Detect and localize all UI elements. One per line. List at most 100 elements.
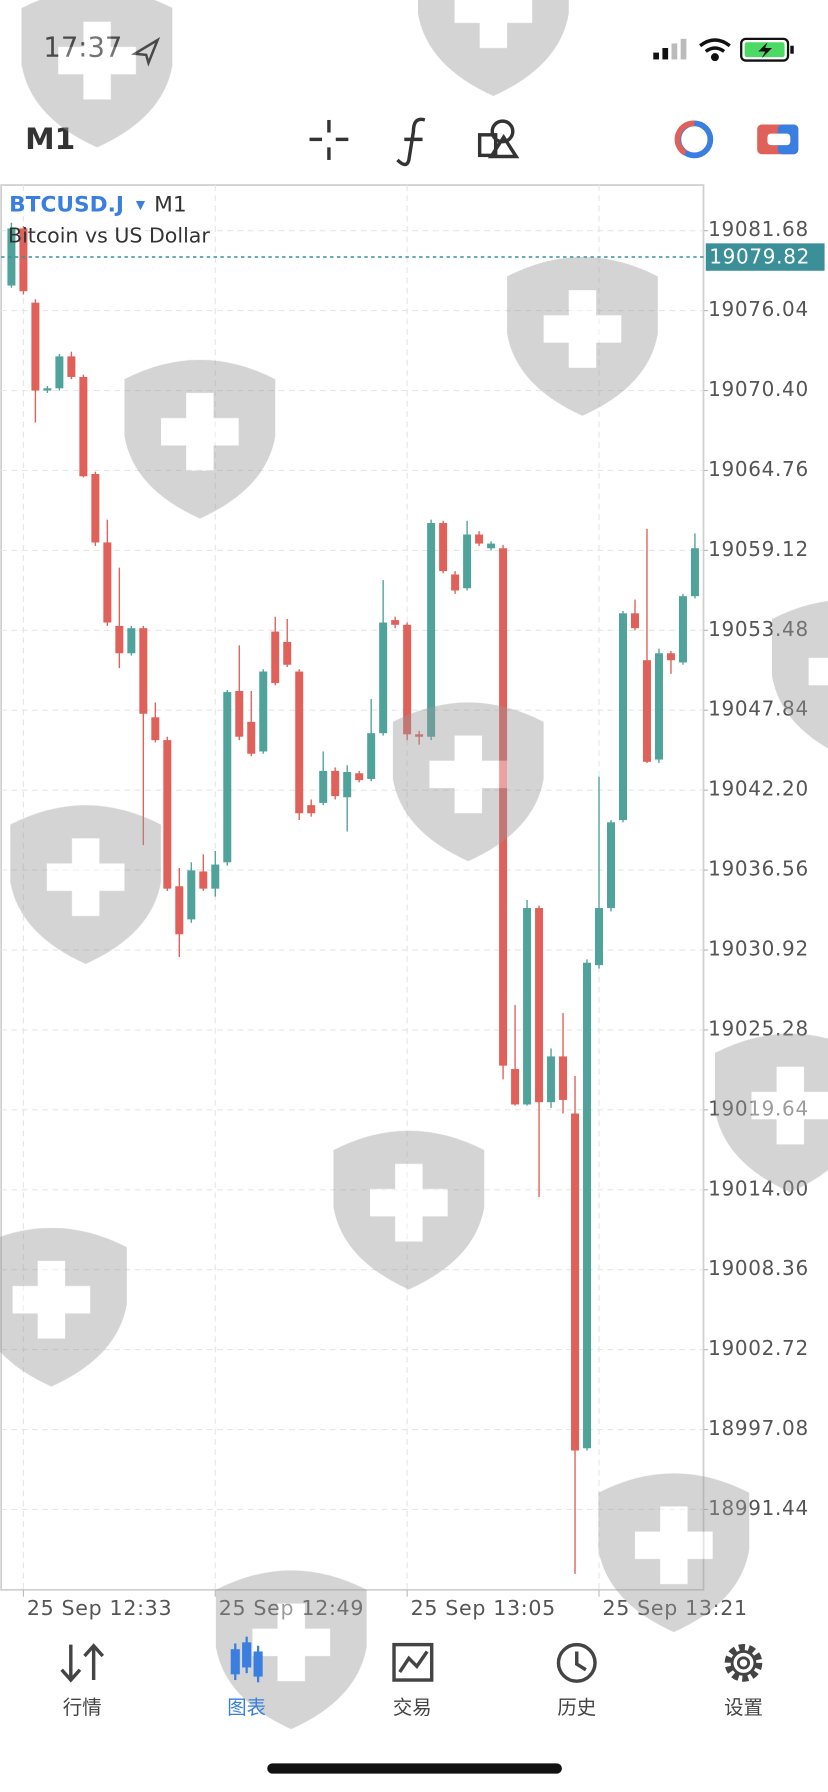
x-tick-label: 25 Sep 12:33: [27, 1596, 172, 1620]
tab-icon: [724, 1644, 763, 1682]
crosshair-button[interactable]: [309, 119, 349, 160]
tab-icon: [736, 1656, 751, 1670]
candle-body: [523, 908, 532, 1105]
candle-body: [103, 542, 112, 623]
tab[interactable]: 交易: [392, 1642, 434, 1719]
candle-body: [211, 864, 220, 889]
tab[interactable]: 行情: [60, 1643, 105, 1719]
tab-icon: [60, 1643, 105, 1683]
candle-body: [379, 622, 388, 734]
tab-label: 交易: [393, 1696, 432, 1719]
candle-body: [115, 625, 124, 654]
candle-body: [583, 962, 592, 1449]
tab-icon: [230, 1649, 240, 1675]
tab-icon: [253, 1651, 263, 1677]
watermark: [392, 702, 544, 862]
candle-body: [175, 886, 184, 935]
candle-body: [666, 653, 675, 661]
y-tick-label: 19030.92: [708, 936, 809, 960]
candle-body: [427, 523, 436, 737]
candle-body: [535, 908, 544, 1103]
watermark: [417, 0, 569, 96]
candle-body: [331, 770, 340, 797]
candle-body: [355, 773, 364, 781]
price-label: 19079.82: [709, 245, 810, 269]
tab-label: 历史: [557, 1696, 596, 1719]
candle-body: [630, 613, 639, 629]
y-tick-label: 19076.04: [708, 297, 809, 321]
candle-body: [595, 908, 604, 966]
tab-icon: [556, 1642, 597, 1683]
candle-body: [127, 628, 136, 654]
tab[interactable]: 设置: [724, 1644, 763, 1719]
candle-body: [271, 631, 280, 684]
tab-label: 设置: [724, 1696, 763, 1719]
y-tick-label: 19008.36: [708, 1256, 809, 1280]
candle-body: [343, 772, 352, 798]
candle-body: [151, 717, 160, 741]
y-tick-label: 19042.20: [708, 777, 809, 801]
watermark: [507, 257, 658, 416]
candle-body: [283, 641, 292, 665]
candle-body: [79, 376, 88, 477]
candle-body: [307, 805, 316, 814]
y-tick-label: 19081.68: [708, 217, 809, 241]
price-label-bg: [705, 243, 825, 271]
x-tick-label: 25 Sep 13:05: [411, 1596, 556, 1620]
indicators-button[interactable]: [396, 117, 426, 167]
watermark: [333, 1130, 485, 1290]
tab-icon: [730, 1650, 757, 1676]
candle-body: [319, 770, 328, 803]
tab-icon: [575, 1651, 587, 1672]
symbol-dropdown[interactable]: [135, 201, 146, 211]
candle-body: [163, 740, 172, 889]
candle-body: [187, 870, 196, 920]
y-tick-label: 19002.72: [708, 1336, 809, 1360]
tab[interactable]: 图表: [227, 1636, 266, 1719]
candle-body: [367, 733, 376, 779]
candle-body: [235, 690, 244, 737]
candle-body: [619, 613, 627, 821]
candle-body: [19, 228, 28, 292]
account-button[interactable]: [674, 120, 714, 159]
tab-icon: [398, 1650, 429, 1673]
watermark: [124, 359, 276, 519]
candle-body: [439, 523, 448, 572]
tab-icon: [392, 1642, 434, 1682]
candle-body: [43, 388, 52, 391]
watermark: [772, 599, 828, 759]
candle-body: [259, 671, 268, 752]
wifi-icon: [699, 38, 731, 62]
candle-body: [607, 822, 616, 909]
candle-body: [642, 660, 651, 762]
y-tick-label: 19036.56: [708, 857, 809, 881]
candle-body: [55, 356, 64, 389]
candle-body: [678, 596, 687, 663]
candle-body: [654, 653, 663, 760]
candle-body: [295, 671, 304, 814]
candle-body: [511, 1069, 520, 1105]
candle-body: [463, 534, 472, 589]
tab-bar: 行情 图表 交易 历史 设置: [60, 1636, 763, 1719]
symbol[interactable]: BTCUSD.J: [9, 193, 124, 218]
candle-body: [475, 534, 484, 544]
candle-body: [31, 302, 40, 391]
tab-label: 行情: [63, 1696, 102, 1719]
objects-button[interactable]: [477, 119, 520, 159]
y-tick-label: 18997.08: [708, 1416, 809, 1440]
candle-body: [139, 628, 148, 714]
home-indicator: [267, 1763, 562, 1774]
candle-body: [487, 543, 496, 549]
tab-label: 图表: [227, 1696, 266, 1719]
trade-button[interactable]: [757, 124, 799, 155]
y-tick-label: 19059.12: [708, 537, 809, 561]
watermark: [714, 1033, 828, 1193]
watermark: [0, 1227, 127, 1387]
chart-subtitle: Bitcoin vs US Dollar: [8, 223, 210, 247]
y-tick-label: 19070.40: [708, 377, 809, 401]
candle-body: [690, 548, 699, 597]
tab[interactable]: 历史: [556, 1642, 597, 1719]
signal-icon: [653, 38, 687, 60]
